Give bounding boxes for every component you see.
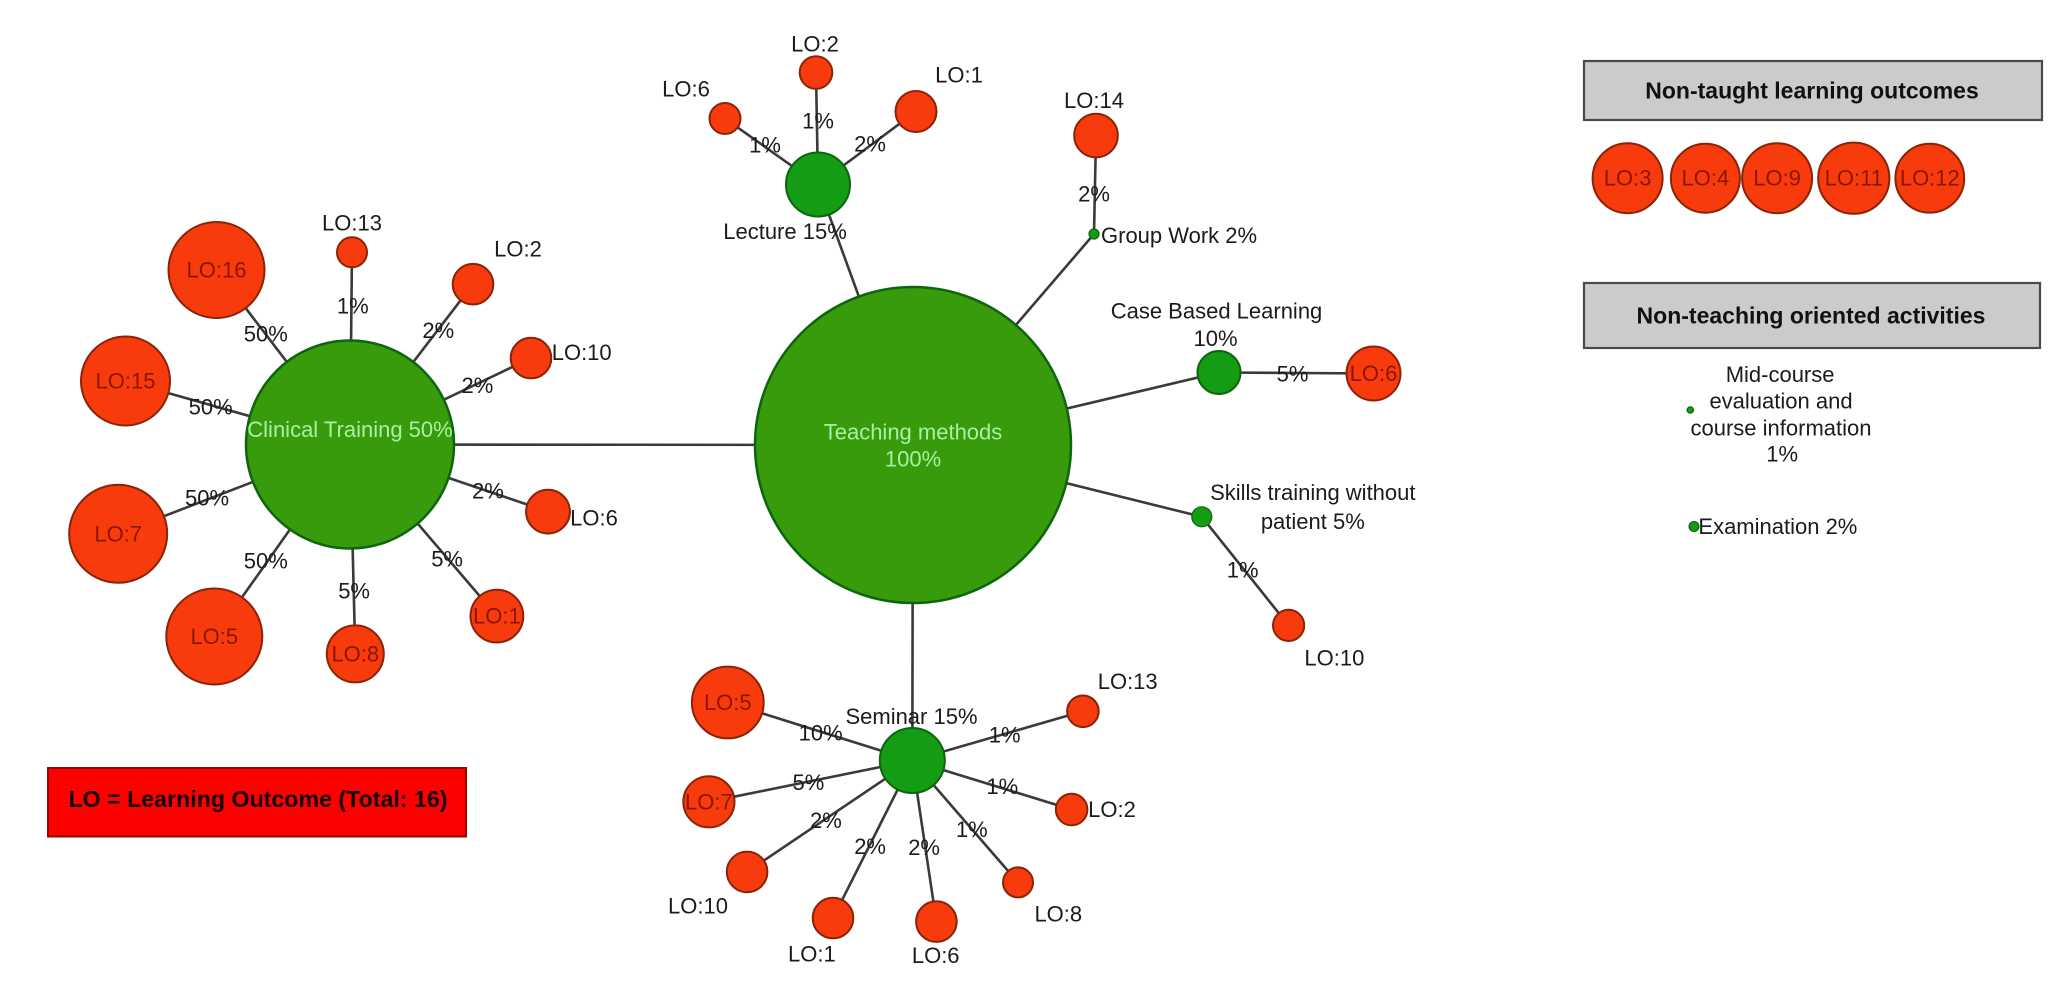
svg-text:1%: 1% [1227,558,1259,583]
svg-text:1%: 1% [337,293,369,318]
svg-text:2%: 2% [854,834,886,859]
svg-text:LO:15: LO:15 [96,369,156,394]
svg-text:LO:6: LO:6 [570,506,618,531]
svg-text:5%: 5% [338,578,370,603]
svg-text:2%: 2% [472,479,504,504]
svg-text:50%: 50% [189,394,233,419]
svg-text:LO:7: LO:7 [685,789,733,814]
svg-text:LO:7: LO:7 [94,521,142,546]
svg-text:50%: 50% [244,322,288,347]
svg-text:LO:2: LO:2 [494,237,542,262]
svg-text:Lecture 15%: Lecture 15% [723,219,847,244]
svg-text:1%: 1% [989,723,1021,748]
svg-text:LO:16: LO:16 [187,258,247,283]
svg-text:1%: 1% [956,817,988,842]
svg-text:LO:6: LO:6 [912,943,960,968]
svg-text:LO:2: LO:2 [791,32,839,57]
svg-text:1%: 1% [986,774,1018,799]
svg-text:LO:10: LO:10 [552,340,612,365]
svg-text:LO:10: LO:10 [1304,645,1364,670]
svg-text:LO = Learning Outcome (Total:: LO = Learning Outcome (Total: 16) [69,786,448,812]
svg-text:LO:6: LO:6 [1350,361,1398,386]
svg-text:LO:3: LO:3 [1604,166,1652,191]
svg-text:Group Work 2%: Group Work 2% [1101,223,1257,248]
svg-text:patient 5%: patient 5% [1261,509,1365,534]
svg-text:1%: 1% [802,109,834,134]
svg-text:2%: 2% [908,835,940,860]
svg-text:2%: 2% [810,808,842,833]
svg-text:2%: 2% [422,318,454,343]
svg-text:50%: 50% [185,485,229,510]
svg-text:LO:4: LO:4 [1682,166,1730,191]
svg-text:LO:1: LO:1 [473,604,521,629]
svg-text:LO:10: LO:10 [668,893,728,918]
svg-text:LO:5: LO:5 [704,690,752,715]
svg-text:Seminar 15%: Seminar 15% [845,704,977,729]
svg-text:5%: 5% [431,547,463,572]
svg-text:100%: 100% [885,447,941,472]
svg-text:Skills training without: Skills training without [1210,480,1415,505]
svg-text:LO:11: LO:11 [1825,166,1883,191]
svg-text:2%: 2% [854,132,886,157]
svg-text:Mid-course: Mid-course [1726,362,1835,387]
svg-text:2%: 2% [1078,182,1110,207]
svg-text:Case Based Learning: Case Based Learning [1111,299,1323,324]
svg-text:LO:12: LO:12 [1900,166,1960,191]
svg-text:LO:5: LO:5 [190,624,238,649]
svg-text:LO:1: LO:1 [788,942,836,967]
svg-text:1%: 1% [749,133,781,158]
svg-text:Non-taught learning outcomes: Non-taught learning outcomes [1645,78,1979,104]
svg-text:Examination 2%: Examination 2% [1698,514,1857,539]
svg-text:Clinical Training 50%: Clinical Training 50% [247,417,452,442]
svg-text:evaluation and: evaluation and [1709,389,1852,414]
svg-text:2%: 2% [462,373,494,398]
svg-text:Teaching methods: Teaching methods [824,420,1003,445]
svg-text:LO:14: LO:14 [1064,88,1124,113]
svg-text:course information: course information [1691,416,1872,441]
svg-text:LO:8: LO:8 [1034,901,1082,926]
svg-text:LO:2: LO:2 [1088,797,1136,822]
svg-text:LO:6: LO:6 [662,77,710,102]
svg-text:LO:13: LO:13 [322,211,382,236]
svg-text:10%: 10% [799,721,843,746]
svg-text:LO:1: LO:1 [935,63,983,88]
svg-text:Non-teaching oriented activiti: Non-teaching oriented activities [1637,303,1986,329]
svg-text:1%: 1% [1766,442,1798,467]
svg-text:LO:8: LO:8 [331,641,379,666]
svg-text:5%: 5% [1277,362,1309,387]
svg-text:5%: 5% [793,770,825,795]
svg-text:50%: 50% [244,548,288,573]
svg-text:LO:13: LO:13 [1098,669,1158,694]
svg-text:10%: 10% [1193,326,1237,351]
svg-text:LO:9: LO:9 [1753,166,1801,191]
